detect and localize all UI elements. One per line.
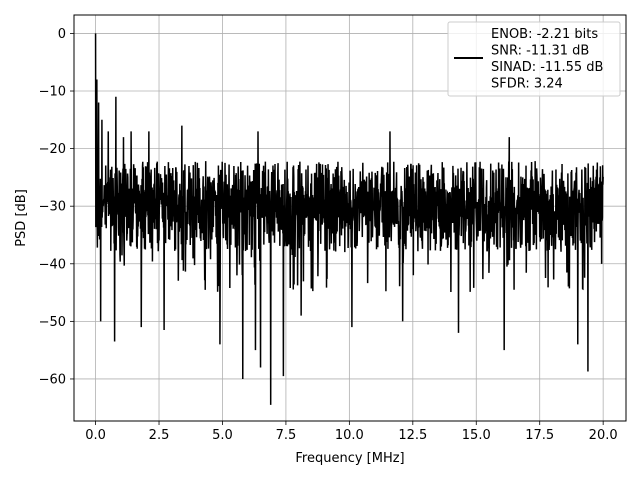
y-tick-label: −30 (39, 200, 66, 215)
legend: ENOB: -2.21 bits SNR: -11.31 dB SINAD: -… (447, 21, 621, 97)
legend-box (447, 21, 621, 97)
psd-series-line (94, 33, 604, 405)
y-tick-label: −50 (39, 315, 66, 330)
y-tick-label: −60 (39, 372, 66, 387)
legend-snr: SNR: -11.31 dB (491, 44, 589, 59)
x-tick-label: 2.5 (149, 428, 170, 443)
legend-sfdr: SFDR: 3.24 (491, 77, 563, 92)
series-layer (94, 33, 604, 405)
legend-enob: ENOB: -2.21 bits (491, 27, 598, 42)
x-tick-label: 7.5 (276, 428, 297, 443)
x-tick-label: 15.0 (462, 428, 491, 443)
x-tick-label: 10.0 (335, 428, 364, 443)
x-tick-label: 5.0 (212, 428, 233, 443)
tick-layer: 0.0 2.5 5.0 7.5 10.0 12.5 15.0 17.5 20.0 0 −10 −20 −… (39, 27, 618, 443)
y-tick-label: −10 (39, 85, 66, 100)
x-tick-label: 12.5 (398, 428, 427, 443)
x-tick-label: 17.5 (525, 428, 554, 443)
legend-sinad: SINAD: -11.55 dB (491, 60, 603, 75)
x-tick-label: 20.0 (589, 428, 618, 443)
y-tick-label: −40 (39, 257, 66, 272)
x-axis-label: Frequency [MHz] (295, 451, 404, 466)
y-axis-label: PSD [dB] (14, 189, 29, 247)
y-tick-label: −20 (39, 142, 66, 157)
axes-frame (73, 14, 627, 422)
x-tick-label: 0.0 (85, 428, 106, 443)
y-tick-label: 0 (58, 27, 66, 42)
